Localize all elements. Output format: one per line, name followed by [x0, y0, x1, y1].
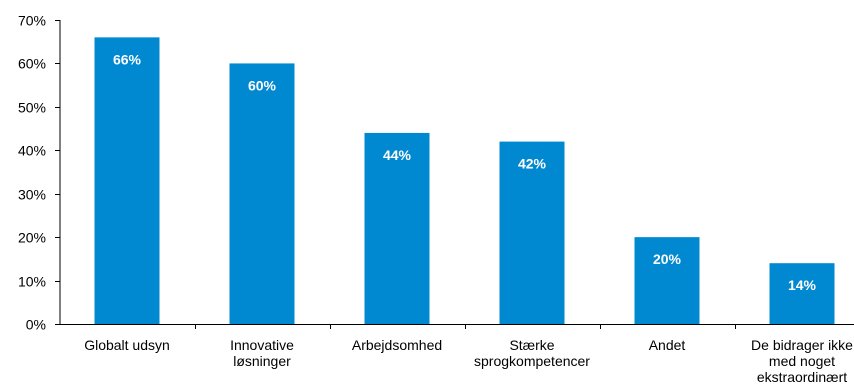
- category-label: Stærke sprogkompetencer: [474, 337, 590, 369]
- category-label: Globalt udsyn: [84, 337, 170, 353]
- y-tick-label: 0%: [26, 317, 46, 333]
- data-label: 60%: [248, 77, 277, 93]
- y-tick-label: 10%: [18, 274, 46, 290]
- category-label-line: sprogkompetencer: [474, 353, 590, 369]
- bar: [94, 37, 160, 324]
- category-label-line: med noget: [769, 353, 835, 369]
- y-tick-label: 70%: [18, 13, 46, 29]
- bar: [634, 237, 700, 324]
- bar: [499, 141, 565, 324]
- category-label-line: De bidrager ikke: [751, 337, 853, 353]
- bar: [769, 263, 835, 324]
- data-label: 66%: [113, 51, 142, 67]
- category-label: Andet: [649, 337, 686, 353]
- data-label: 44%: [383, 147, 412, 163]
- y-tick-label: 20%: [18, 230, 46, 246]
- y-tick-label: 30%: [18, 187, 46, 203]
- bar: [364, 132, 430, 324]
- bars: 66% 60% 44% 42% 20% 14%: [94, 37, 835, 325]
- y-tick-label: 50%: [18, 100, 46, 116]
- category-label-line: Andet: [649, 337, 686, 353]
- category-label-line: løsninger: [233, 353, 291, 369]
- category-label-line: Innovative: [230, 337, 294, 353]
- category-label: De bidrager ikke med noget ekstraordinært: [751, 337, 853, 385]
- y-axis: 0% 10% 20% 30% 40% 50% 60% 70%: [18, 13, 61, 333]
- data-label: 42%: [518, 156, 547, 172]
- y-tick-label: 40%: [18, 143, 46, 159]
- category-label-line: Arbejdsomhed: [352, 337, 442, 353]
- category-label-line: Stærke: [509, 337, 554, 353]
- category-label-line: ekstraordinært: [757, 369, 847, 385]
- x-axis: Globalt udsyn Innovative løsninger Arbejdso…: [60, 324, 854, 385]
- bar: [229, 63, 295, 325]
- data-label: 14%: [788, 277, 817, 293]
- category-label-line: Globalt udsyn: [84, 337, 170, 353]
- category-label: Arbejdsomhed: [352, 337, 442, 353]
- category-label: Innovative løsninger: [230, 337, 294, 369]
- data-label: 20%: [653, 251, 682, 267]
- y-tick-label: 60%: [18, 56, 46, 72]
